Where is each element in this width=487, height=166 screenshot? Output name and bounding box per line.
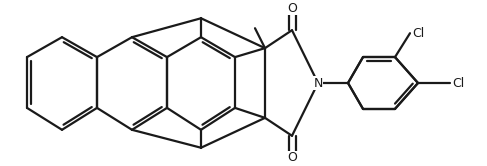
Text: Cl: Cl xyxy=(452,77,464,89)
Text: O: O xyxy=(287,2,297,15)
Text: N: N xyxy=(313,77,323,89)
Text: Cl: Cl xyxy=(412,27,424,40)
Text: O: O xyxy=(287,151,297,164)
